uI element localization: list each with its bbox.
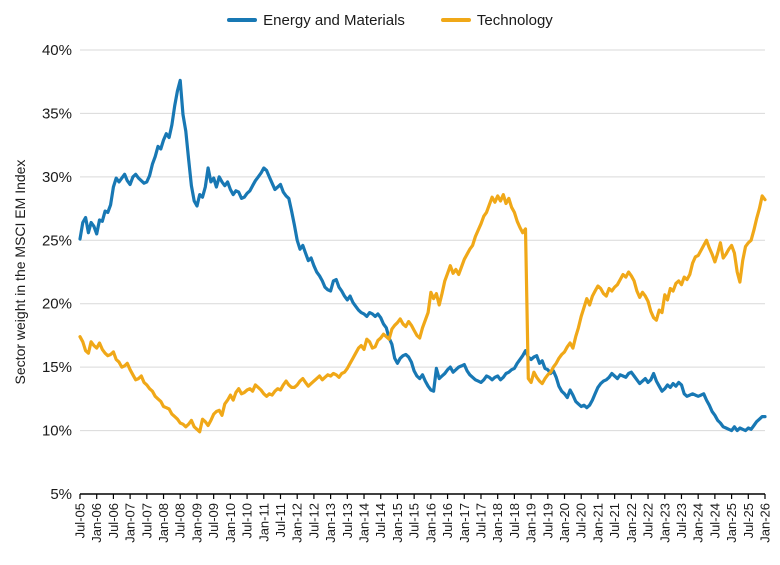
y-tick-label: 35% — [42, 105, 72, 122]
x-tick-label: Jan-14 — [357, 503, 372, 543]
x-tick-label: Jan-11 — [256, 503, 271, 542]
x-tick-label: Jan-09 — [189, 503, 204, 543]
x-tick-label: Jul-15 — [407, 503, 422, 538]
legend-item-energy-materials: Energy and Materials — [227, 12, 405, 29]
legend-swatch-technology-icon — [440, 18, 471, 22]
x-tick-label: Jan-10 — [223, 503, 238, 543]
x-tick-label: Jul-22 — [641, 503, 656, 538]
x-tick-label: Jan-23 — [657, 503, 672, 543]
legend-item-technology: Technology — [440, 11, 553, 29]
x-tick-label: Jul-09 — [206, 503, 221, 538]
x-tick-label: Jul-06 — [106, 503, 121, 538]
x-tick-label: Jan-15 — [390, 503, 405, 543]
x-tick-label: Jan-20 — [557, 503, 572, 543]
x-tick-label: Jan-25 — [724, 503, 739, 543]
x-tick-label: Jan-08 — [156, 503, 171, 543]
x-tick-label: Jul-23 — [674, 503, 689, 538]
x-tick-label: Jan-24 — [691, 503, 706, 543]
y-tick-label: 20% — [42, 296, 72, 313]
y-tick-label: 5% — [50, 486, 72, 503]
x-tick-label: Jan-26 — [758, 503, 773, 543]
x-tick-label: Jul-21 — [607, 503, 622, 538]
x-tick-label: Jul-17 — [473, 503, 488, 538]
x-tick-label: Jul-05 — [73, 503, 88, 538]
x-tick-label: Jul-14 — [373, 503, 388, 538]
x-tick-label: Jul-12 — [306, 503, 321, 538]
x-tick-label: Jan-19 — [524, 503, 539, 543]
x-tick-label: Jan-13 — [323, 503, 338, 543]
x-tick-label: Jul-24 — [707, 503, 722, 538]
y-tick-label: 15% — [42, 359, 72, 376]
y-tick-label: 25% — [42, 232, 72, 249]
x-tick-label: Jan-12 — [290, 503, 305, 543]
x-tick-label: Jul-19 — [540, 503, 555, 538]
x-tick-label: Jul-10 — [240, 503, 255, 538]
y-tick-label: 40% — [42, 42, 72, 59]
legend: Energy and Materials Technology — [0, 8, 780, 32]
x-tick-label: Jul-25 — [741, 503, 756, 538]
x-tick-label: Jul-11 — [273, 503, 288, 537]
y-tick-label: 30% — [42, 169, 72, 186]
x-tick-label: Jan-06 — [89, 503, 104, 543]
x-tick-label: Jul-20 — [574, 503, 589, 538]
y-tick-label: 10% — [42, 423, 72, 440]
x-tick-label: Jul-18 — [507, 503, 522, 538]
x-tick-label: Jan-07 — [123, 503, 138, 543]
series-line-energy-and-materials — [78, 78, 767, 433]
x-tick-label: Jan-16 — [423, 503, 438, 543]
x-tick-label: Jul-08 — [173, 503, 188, 538]
x-tick-label: Jan-21 — [590, 503, 605, 543]
x-tick-label: Jan-22 — [624, 503, 639, 543]
x-tick-label: Jul-13 — [340, 503, 355, 538]
x-tick-label: Jul-07 — [139, 503, 154, 538]
legend-label-energy-materials: Energy and Materials — [263, 11, 405, 29]
x-tick-label: Jan-17 — [457, 503, 472, 543]
legend-swatch-energy-materials-icon — [227, 18, 258, 22]
legend-label-technology: Technology — [476, 11, 553, 29]
x-tick-label: Jan-18 — [490, 503, 505, 543]
series-line-technology — [78, 193, 767, 434]
x-tick-label: Jul-16 — [440, 503, 455, 538]
